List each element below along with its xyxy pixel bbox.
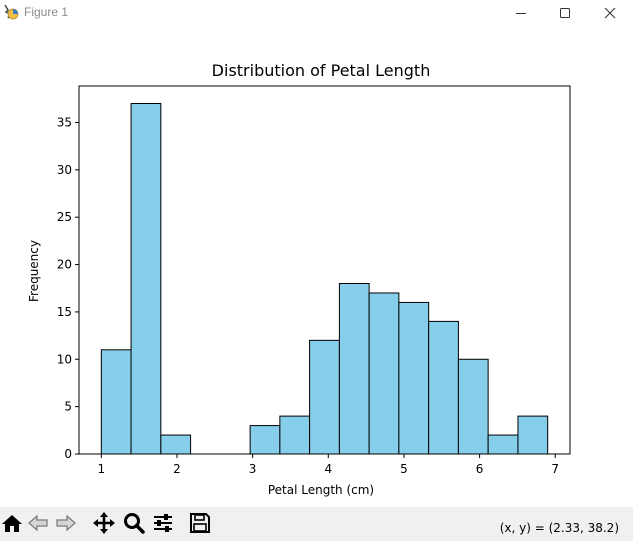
y-tick-label: 0 [64,447,72,461]
histogram-bar [368,292,400,455]
x-tick-label: 7 [551,462,559,476]
y-tick-label: 5 [64,400,72,414]
matplotlib-figure-icon [3,3,19,21]
forward-button[interactable] [53,514,79,536]
zoom-button[interactable] [121,512,147,538]
x-tick-label: 5 [400,462,408,476]
axes-frame [78,85,571,455]
x-tick-label: 2 [173,462,181,476]
histogram-chart: Distribution of Petal Length 1 2 3 4 5 6 7 0 5 1… [27,61,571,497]
navigation-toolbar: (x, y) = (2.33, 38.2) [0,507,633,541]
histogram-bar [130,103,162,455]
x-tick-label: 3 [249,462,257,476]
home-icon [1,513,23,537]
histogram-bar [309,339,340,455]
sliders-icon [152,513,174,537]
y-tick-label: 25 [57,210,72,224]
move-icon [92,511,116,539]
y-tick-label: 20 [57,258,72,272]
y-tick-label: 35 [57,115,72,129]
back-button[interactable] [25,514,51,536]
histogram-bar [160,434,192,455]
close-icon [604,4,616,23]
x-tick-label: 4 [324,462,332,476]
y-tick-label: 30 [57,163,72,177]
histogram-bar [487,434,519,455]
chart-title: Distribution of Petal Length [212,61,431,80]
histogram-bar [398,301,430,455]
minimize-icon [515,4,527,23]
maximize-button[interactable] [542,0,588,26]
close-button[interactable] [587,0,633,26]
y-tick-label: 15 [57,305,72,319]
histogram-bar [249,425,281,455]
y-axis-label: Frequency [27,240,41,302]
save-button[interactable] [187,513,213,537]
x-tick-label: 1 [97,462,105,476]
floppy-disk-icon [190,513,210,537]
configure-subplots-button[interactable] [150,514,176,536]
histogram-bar [100,349,132,455]
window-title-bar: Figure 1 [0,0,633,26]
minimize-button[interactable] [498,0,544,26]
x-tick-label: 6 [476,462,484,476]
magnifier-icon [123,512,145,538]
histogram-bar [279,415,311,455]
pan-button[interactable] [91,511,117,539]
x-axis-label: Petal Length (cm) [268,483,374,497]
histogram-bar [338,282,370,455]
histogram-bar [457,358,489,455]
figure-canvas[interactable]: Distribution of Petal Length 1 2 3 4 5 6 7 0 5 1… [0,26,633,507]
y-tick-label: 10 [57,352,72,366]
back-arrow-icon [27,513,49,537]
cursor-coordinates: (x, y) = (2.33, 38.2) [499,521,619,535]
home-button[interactable] [0,514,25,536]
window-title: Figure 1 [24,5,69,19]
forward-arrow-icon [55,513,77,537]
histogram-bar [517,415,549,455]
histogram-bar [428,320,459,455]
maximize-icon [559,4,571,23]
